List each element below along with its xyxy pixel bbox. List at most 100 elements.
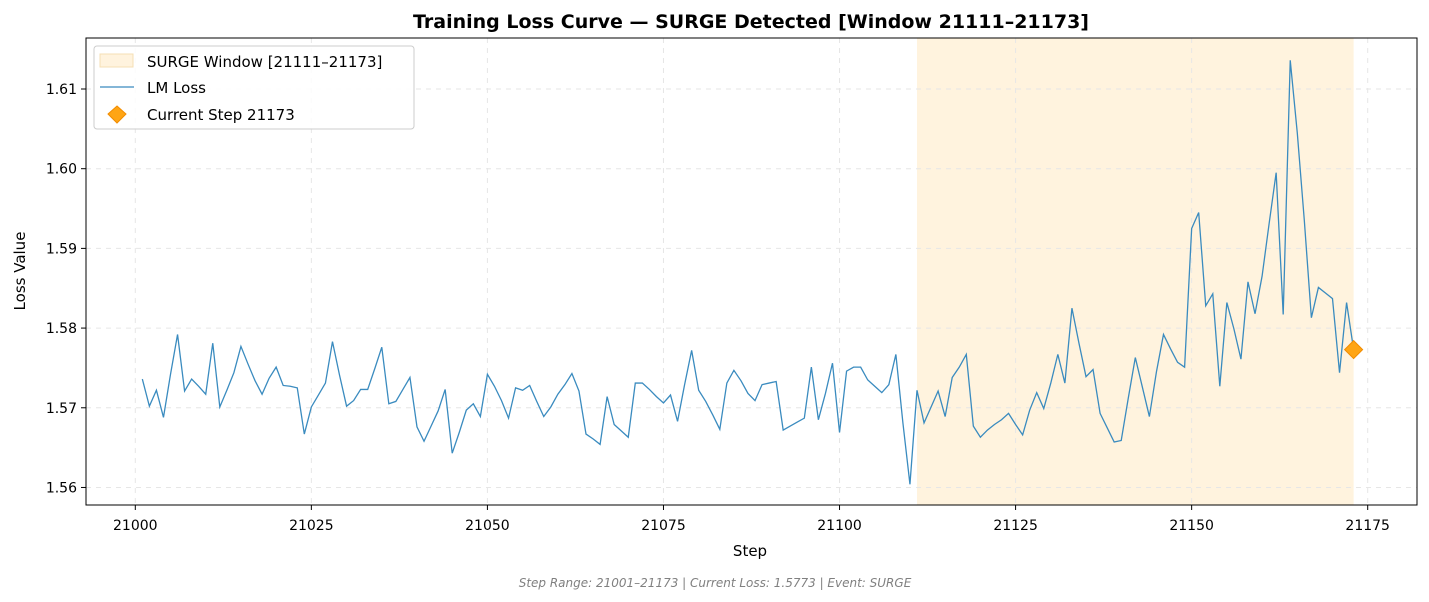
lm-loss-point — [1092, 369, 1093, 370]
lm-loss-point — [804, 418, 805, 419]
chart-title: Training Loss Curve — SURGE Detected [Wi… — [413, 11, 1089, 33]
lm-loss-point — [839, 432, 840, 433]
lm-loss-point — [240, 346, 241, 347]
lm-loss-point — [1177, 362, 1178, 363]
lm-loss-point — [740, 380, 741, 381]
chart-legend: SURGE Window [21111–21173] LM Loss Curre… — [93, 45, 415, 130]
lm-loss-point — [733, 370, 734, 371]
lm-loss-point — [1022, 434, 1023, 435]
lm-loss-point — [938, 390, 939, 391]
lm-loss-point — [1064, 382, 1065, 383]
lm-loss-point — [684, 384, 685, 385]
lm-loss-point — [1247, 281, 1248, 282]
lm-loss-point — [691, 350, 692, 351]
lm-loss-point — [564, 384, 565, 385]
x-tick-label: 21125 — [993, 518, 1038, 534]
lm-loss-point — [381, 347, 382, 348]
x-gridlines — [134, 38, 1369, 505]
lm-loss-point — [776, 381, 777, 382]
lm-loss-point — [1163, 334, 1164, 335]
legend-marker-label: Current Step 21173 — [147, 106, 295, 124]
x-axis-ticks: 21000 21025 21050 21075 21100 21125 21150 21175 — [113, 505, 1390, 534]
lm-loss-point — [1283, 314, 1284, 315]
lm-loss-point — [909, 484, 910, 485]
lm-loss-point — [409, 377, 410, 378]
lm-loss-point — [445, 389, 446, 390]
lm-loss-point — [170, 374, 171, 375]
lm-loss-point — [290, 386, 291, 387]
lm-loss-point — [346, 406, 347, 407]
lm-loss-point — [529, 385, 530, 386]
lm-loss-point — [754, 400, 755, 401]
lm-loss-point — [184, 390, 185, 391]
lm-loss-point — [247, 363, 248, 364]
lm-loss-point — [515, 387, 516, 388]
lm-loss-point — [1297, 132, 1298, 133]
lm-loss-point — [832, 363, 833, 364]
lm-loss-point — [1135, 357, 1136, 358]
lm-loss-point — [360, 389, 361, 390]
lm-loss-point — [1001, 419, 1002, 420]
lm-loss-point — [297, 387, 298, 388]
lm-loss-point — [705, 401, 706, 402]
lm-loss-point — [811, 367, 812, 368]
lm-loss-point — [276, 367, 277, 368]
lm-loss-point — [902, 422, 903, 423]
lm-loss-point — [952, 377, 953, 378]
lm-loss-point — [1100, 413, 1101, 414]
lm-loss-point — [987, 429, 988, 430]
lm-loss-point — [1212, 293, 1213, 294]
lm-loss-point — [1269, 223, 1270, 224]
y-tick-label: 1.56 — [46, 480, 77, 496]
lm-loss-point — [353, 400, 354, 401]
lm-loss-point — [1311, 317, 1312, 318]
lm-loss-point — [205, 394, 206, 395]
lm-loss-point — [311, 406, 312, 407]
lm-loss-point — [1233, 328, 1234, 329]
lm-loss-point — [388, 403, 389, 404]
y-tick-label: 1.61 — [46, 82, 77, 98]
lm-loss-point — [367, 389, 368, 390]
plot-frame — [85, 37, 1418, 506]
lm-loss-point — [212, 343, 213, 344]
y-tick-label: 1.59 — [46, 241, 77, 257]
lm-loss-point — [628, 437, 629, 438]
lm-loss-point — [1184, 367, 1185, 368]
lm-loss-point — [585, 433, 586, 434]
lm-loss-point — [269, 378, 270, 379]
lm-loss-point — [142, 378, 143, 379]
lm-loss-point — [466, 410, 467, 411]
lm-loss-point — [994, 424, 995, 425]
lm-loss-point — [1276, 172, 1277, 173]
lm-loss-point — [177, 334, 178, 335]
lm-loss-point — [1254, 313, 1255, 314]
lm-loss-point — [945, 416, 946, 417]
lm-loss-point — [423, 441, 424, 442]
lm-loss-point — [1240, 359, 1241, 360]
lm-loss-point — [973, 426, 974, 427]
lm-loss-point — [1128, 398, 1129, 399]
lm-loss-point — [1085, 376, 1086, 377]
y-tick-label: 1.60 — [46, 162, 77, 178]
lm-loss-point — [219, 406, 220, 407]
lm-loss-point — [663, 402, 664, 403]
lm-loss-point — [895, 354, 896, 355]
x-tick-label: 21075 — [641, 518, 686, 534]
lm-loss-point — [578, 390, 579, 391]
y-axis-label: Loss Value — [11, 232, 29, 311]
x-tick-label: 21000 — [113, 518, 158, 534]
lm-loss-point — [649, 389, 650, 390]
lm-loss-point — [761, 384, 762, 385]
lm-loss-point — [1107, 427, 1108, 428]
lm-loss-point — [1121, 440, 1122, 441]
lm-loss-point — [487, 374, 488, 375]
lm-loss-point — [149, 406, 150, 407]
lm-loss-point — [1029, 410, 1030, 411]
y-tick-label: 1.57 — [46, 401, 77, 417]
lm-loss-point — [607, 396, 608, 397]
lm-loss-point — [966, 354, 967, 355]
lm-loss-point — [1325, 292, 1326, 293]
y-tick-label: 1.58 — [46, 321, 77, 337]
lm-loss-point — [867, 379, 868, 380]
lm-loss-point — [459, 432, 460, 433]
